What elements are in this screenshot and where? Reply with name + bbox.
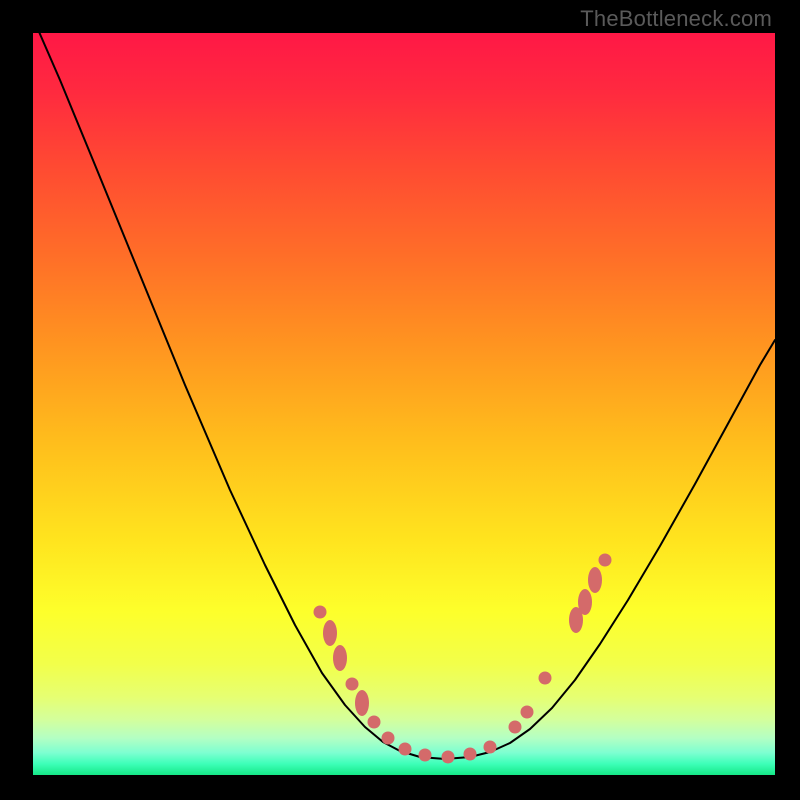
data-marker	[599, 554, 612, 567]
data-marker	[509, 721, 522, 734]
data-marker	[521, 706, 534, 719]
data-marker	[578, 589, 592, 615]
data-marker	[346, 678, 359, 691]
data-marker	[399, 743, 412, 756]
plot-area	[33, 33, 775, 775]
data-marker	[442, 751, 455, 764]
data-marker	[464, 748, 477, 761]
data-marker	[323, 620, 337, 646]
frame-left	[0, 0, 33, 800]
data-marker	[314, 606, 327, 619]
data-marker	[539, 672, 552, 685]
chart-overlay	[33, 33, 775, 775]
data-marker	[382, 732, 395, 745]
data-marker	[355, 690, 369, 716]
watermark-text: TheBottleneck.com	[580, 6, 772, 32]
data-markers	[314, 554, 612, 764]
bottleneck-curve	[33, 18, 775, 759]
data-marker	[588, 567, 602, 593]
frame-bottom	[0, 775, 800, 800]
data-marker	[419, 749, 432, 762]
frame-right	[775, 0, 800, 800]
data-marker	[368, 716, 381, 729]
data-marker	[484, 741, 497, 754]
data-marker	[333, 645, 347, 671]
